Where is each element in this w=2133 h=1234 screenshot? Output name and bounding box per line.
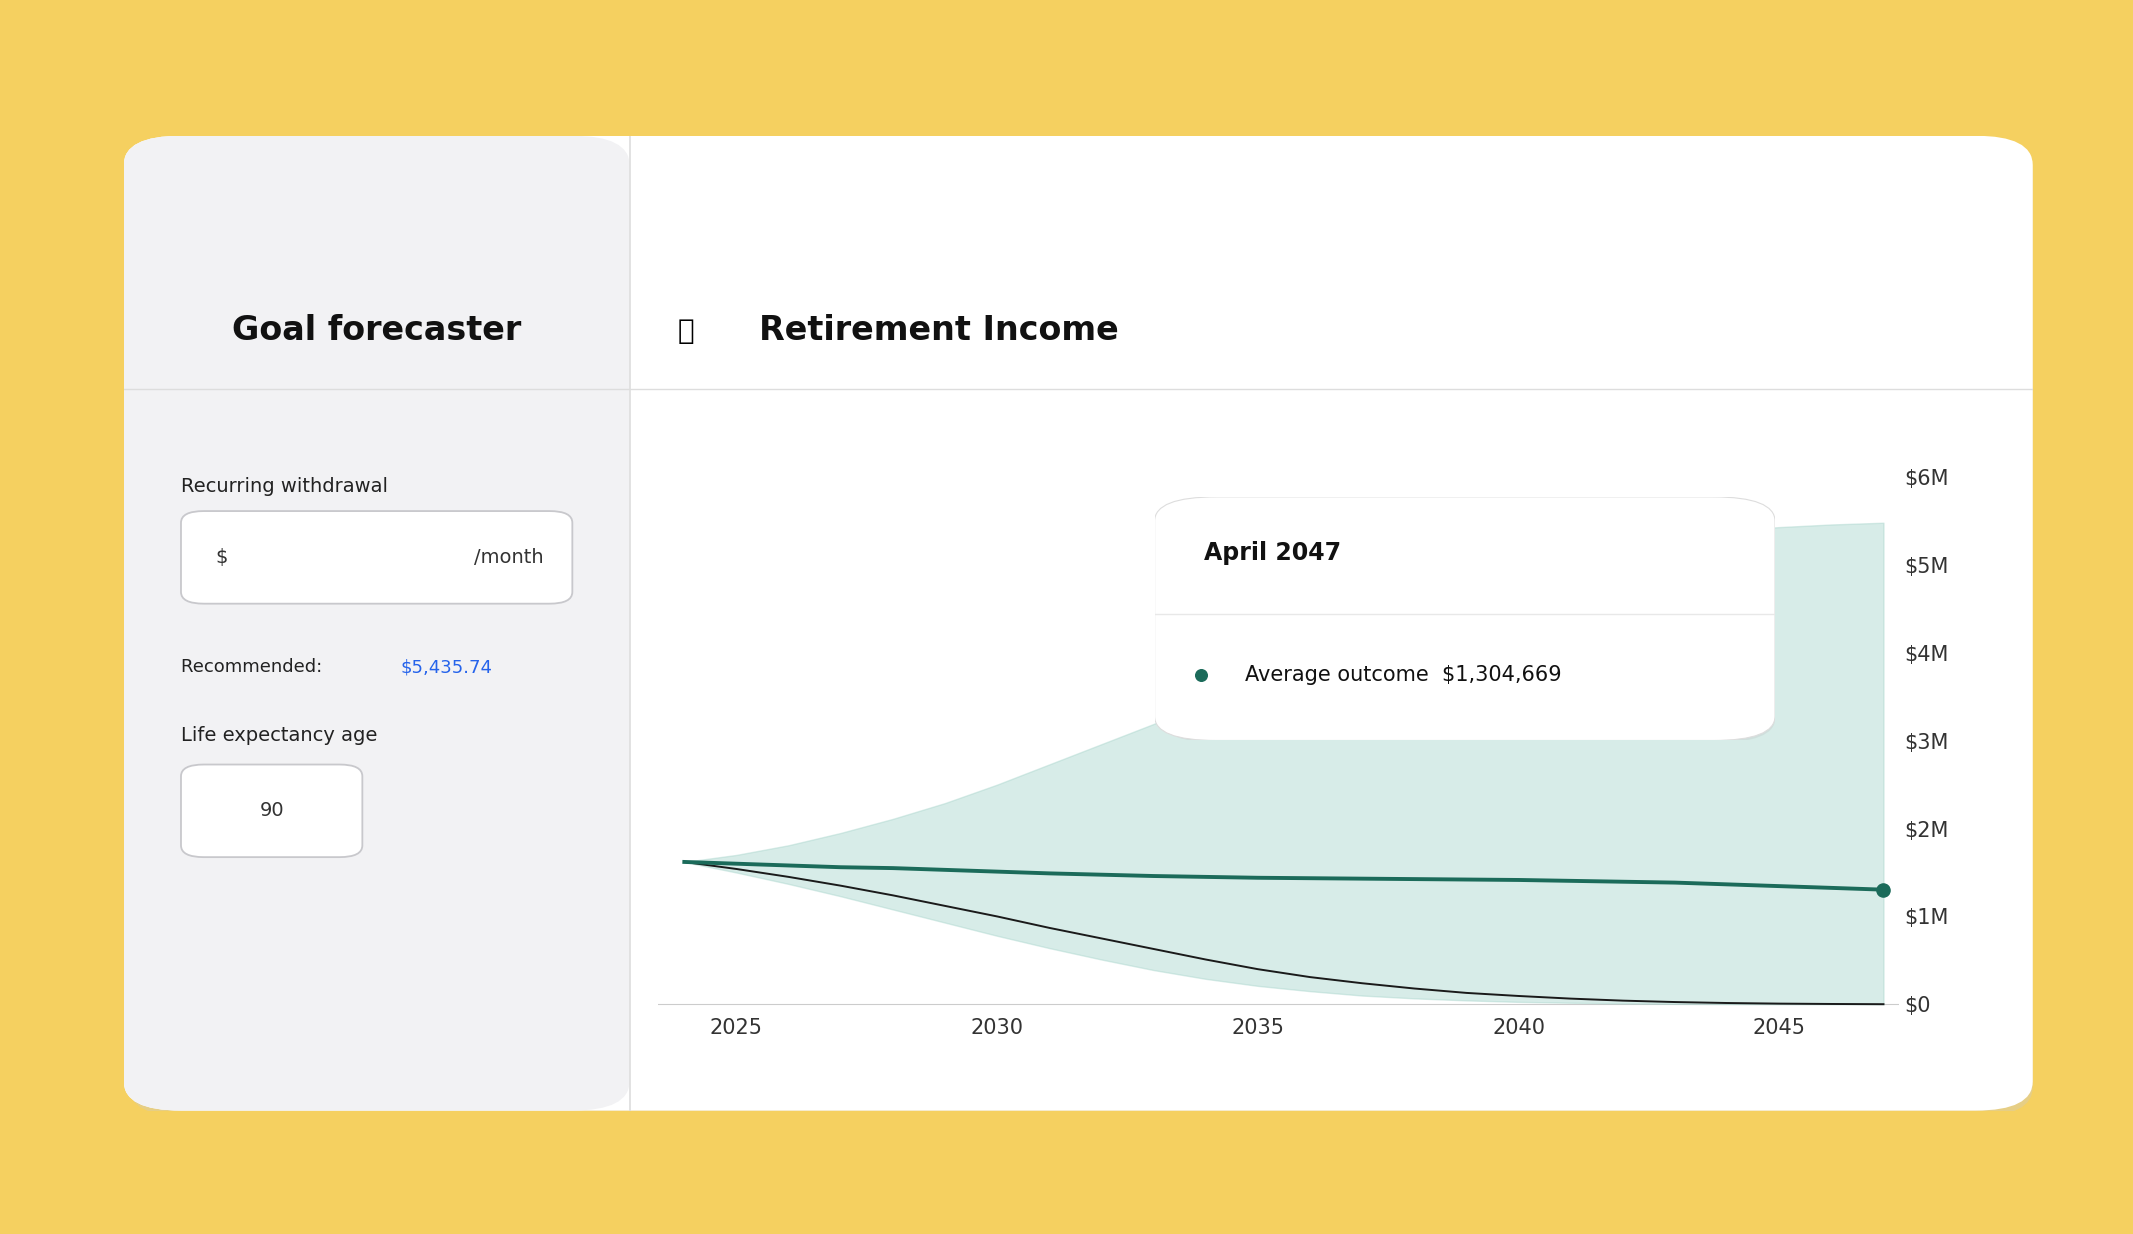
Text: $: $ [215, 548, 228, 566]
FancyBboxPatch shape [1154, 497, 1775, 740]
Text: 90: 90 [260, 801, 284, 821]
FancyBboxPatch shape [181, 765, 363, 858]
Text: April 2047: April 2047 [1205, 540, 1342, 565]
Text: Retirement Income: Retirement Income [759, 315, 1120, 347]
Text: Goal forecaster: Goal forecaster [232, 315, 520, 347]
Text: $5,435.74: $5,435.74 [401, 658, 493, 676]
Point [1866, 880, 1901, 900]
Point [1184, 665, 1218, 685]
FancyBboxPatch shape [1160, 502, 1775, 743]
Text: 🌂: 🌂 [678, 317, 693, 344]
Text: Life expectancy age: Life expectancy age [181, 726, 378, 745]
Text: Average outcome  $1,304,669: Average outcome $1,304,669 [1244, 665, 1561, 685]
Text: /month: /month [474, 548, 544, 566]
FancyBboxPatch shape [124, 136, 629, 1111]
FancyBboxPatch shape [130, 144, 2033, 1117]
FancyBboxPatch shape [124, 136, 2033, 1111]
Text: Recurring withdrawal: Recurring withdrawal [181, 478, 388, 496]
Text: Recommended:: Recommended: [181, 658, 328, 676]
FancyBboxPatch shape [181, 511, 572, 603]
